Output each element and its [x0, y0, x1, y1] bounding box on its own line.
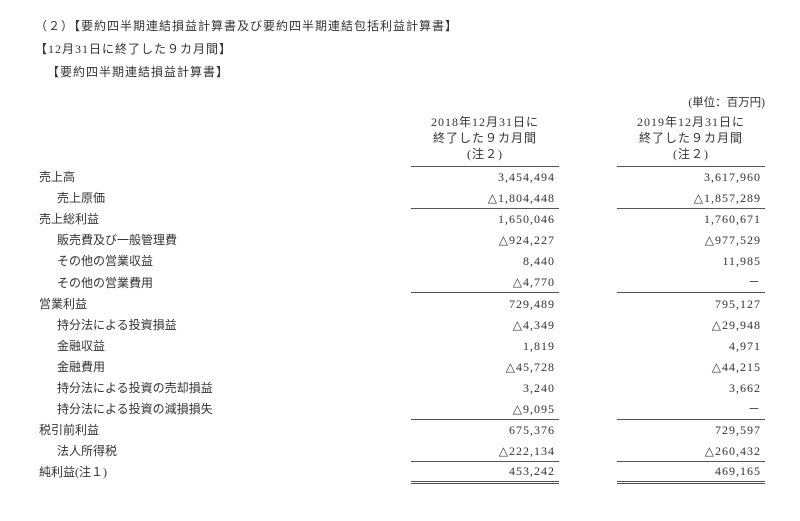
col2-header-l1: 2019年12月31日に: [637, 115, 745, 129]
row-value: △924,227: [411, 229, 559, 250]
row-value: △4,349: [411, 314, 559, 335]
row-value: －: [617, 271, 765, 293]
row-label: 税引前利益: [35, 419, 411, 440]
row-label: 売上原価: [35, 187, 411, 208]
row-value: 3,240: [411, 377, 559, 398]
row-value: 675,376: [411, 419, 559, 440]
row-value: △44,215: [617, 356, 765, 377]
row-label: 金融収益: [35, 335, 411, 356]
row-value: 1,819: [411, 335, 559, 356]
row-value: 453,242: [411, 461, 559, 482]
statement-title: 【要約四半期連結損益計算書】: [47, 63, 765, 80]
table-row: その他の営業収益 8,440 11,985: [35, 250, 765, 271]
row-value: △45,728: [411, 356, 559, 377]
row-value: △9,095: [411, 398, 559, 420]
row-value: 729,489: [411, 293, 559, 314]
row-label: 金融費用: [35, 356, 411, 377]
row-label: 売上総利益: [35, 208, 411, 229]
row-value: △4,770: [411, 271, 559, 293]
col1-header-l1: 2018年12月31日に: [431, 115, 539, 129]
table-row: 持分法による投資の減損損失 △9,095 －: [35, 398, 765, 420]
table-row: 持分法による投資の売却損益 3,240 3,662: [35, 377, 765, 398]
row-value: 8,440: [411, 250, 559, 271]
table-row: 売上総利益 1,650,046 1,760,671: [35, 208, 765, 229]
row-value: －: [617, 398, 765, 420]
row-label: 法人所得税: [35, 440, 411, 461]
row-value: 3,617,960: [617, 166, 765, 187]
period-title: 【12月31日に終了した９カ月間】: [35, 40, 765, 57]
row-label: その他の営業収益: [35, 250, 411, 271]
table-row: 金融費用 △45,728 △44,215: [35, 356, 765, 377]
row-label: 持分法による投資の減損損失: [35, 398, 411, 420]
row-value: △977,529: [617, 229, 765, 250]
row-value: △1,804,448: [411, 187, 559, 208]
col2-header-l3: (注２): [673, 147, 709, 161]
col1-header-l3: (注２): [467, 147, 503, 161]
income-statement-table: 2018年12月31日に 終了した９カ月間 (注２) 2019年12月31日に …: [35, 112, 765, 484]
row-value: 729,597: [617, 419, 765, 440]
column-header-row: 2018年12月31日に 終了した９カ月間 (注２) 2019年12月31日に …: [35, 112, 765, 166]
table-row: 販売費及び一般管理費 △924,227 △977,529: [35, 229, 765, 250]
table-row: 営業利益 729,489 795,127: [35, 293, 765, 314]
table-row: 売上原価 △1,804,448 △1,857,289: [35, 187, 765, 208]
col1-header-l2: 終了した９カ月間: [433, 131, 537, 145]
row-label: 売上高: [35, 166, 411, 187]
row-value: 3,662: [617, 377, 765, 398]
table-row: 売上高 3,454,494 3,617,960: [35, 166, 765, 187]
table-row: 法人所得税 △222,134 △260,432: [35, 440, 765, 461]
row-value: 1,760,671: [617, 208, 765, 229]
row-label: 持分法による投資損益: [35, 314, 411, 335]
row-value: △260,432: [617, 440, 765, 461]
row-value: 1,650,046: [411, 208, 559, 229]
row-value: 11,985: [617, 250, 765, 271]
row-value: △29,948: [617, 314, 765, 335]
row-label: 純利益(注１): [35, 461, 411, 482]
row-value: 795,127: [617, 293, 765, 314]
row-value: 469,165: [617, 461, 765, 482]
section-title: （２）【要約四半期連結損益計算書及び要約四半期連結包括利益計算書】: [35, 17, 765, 34]
col2-header-l2: 終了した９カ月間: [639, 131, 743, 145]
row-label: 営業利益: [35, 293, 411, 314]
table-row: 持分法による投資損益 △4,349 △29,948: [35, 314, 765, 335]
row-value: 4,971: [617, 335, 765, 356]
table-row: その他の営業費用 △4,770 －: [35, 271, 765, 293]
row-value: △222,134: [411, 440, 559, 461]
table-row: 純利益(注１) 453,242 469,165: [35, 461, 765, 482]
unit-label: (単位：百万円): [35, 94, 765, 110]
row-label: その他の営業費用: [35, 271, 411, 293]
row-label: 販売費及び一般管理費: [35, 229, 411, 250]
table-row: 税引前利益 675,376 729,597: [35, 419, 765, 440]
row-value: △1,857,289: [617, 187, 765, 208]
row-value: 3,454,494: [411, 166, 559, 187]
table-row: 金融収益 1,819 4,971: [35, 335, 765, 356]
row-label: 持分法による投資の売却損益: [35, 377, 411, 398]
